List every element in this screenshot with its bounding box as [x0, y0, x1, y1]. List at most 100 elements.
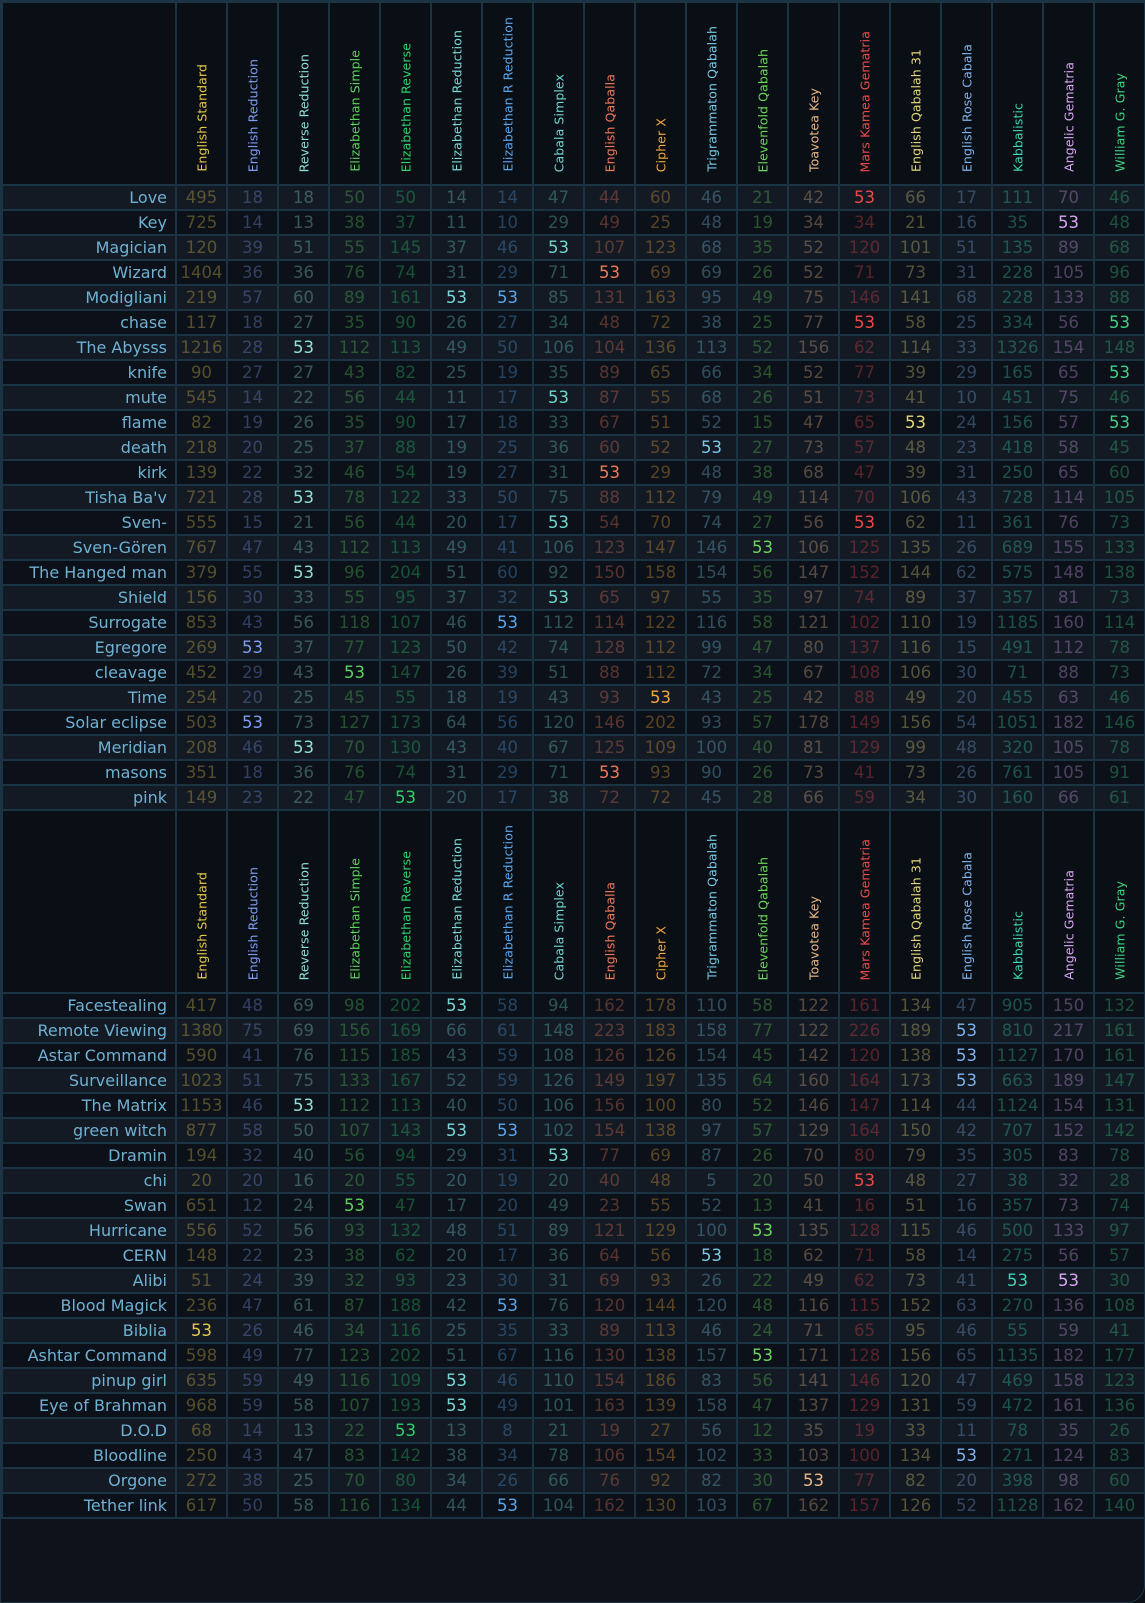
cipher-value: 65 — [1058, 363, 1079, 382]
table-row[interactable]: Dramin 194 32 40 56 94 29 31 53 77 69 87 26 70 80 79 35 3… — [1, 1142, 1144, 1169]
value-cell: 83 — [1093, 1442, 1144, 1469]
cipher-value: 70 — [344, 738, 365, 757]
column-header[interactable]: Kabbalistic — [991, 1, 1044, 186]
column-header[interactable]: English Rose Cabala — [940, 809, 993, 994]
column-header[interactable]: Elizabethan Simple — [328, 1, 381, 186]
column-header[interactable]: Elizabethan Reduction — [430, 1, 483, 186]
table-row[interactable]: Meridian 208 46 53 70 130 43 40 67 125 109 100 40 81 1… — [1, 734, 1144, 761]
column-header[interactable]: Reverse Reduction — [277, 1, 330, 186]
table-row[interactable]: Tisha Ba'v 721 28 53 78 122 33 50 75 88 112 79 49 114… — [1, 484, 1144, 511]
cipher-value: 120 — [695, 1296, 728, 1315]
column-header[interactable]: Angelic Gematria — [1042, 1, 1095, 186]
column-header[interactable]: William G. Gray — [1093, 809, 1144, 994]
table-row[interactable]: Hurricane 556 52 56 93 132 48 51 89 121 129 100 53 13… — [1, 1217, 1144, 1244]
cipher-value: 34 — [497, 1446, 518, 1465]
table-row[interactable]: Surrogate 853 43 56 118 107 46 53 112 114 122 116 58… — [1, 609, 1144, 636]
table-row[interactable]: The Abysss 1216 28 53 112 113 49 50 106 104 136 113… — [1, 334, 1144, 361]
table-row[interactable]: knife 90 27 27 43 82 25 19 35 89 65 66 34 52 77 39 29 165… — [1, 359, 1144, 386]
column-header[interactable]: Mars Kamea Gematria — [838, 809, 891, 994]
table-row[interactable]: D.O.D 68 14 13 22 53 13 8 21 19 27 56 12 35 19 33 11 78 35… — [1, 1417, 1144, 1444]
table-row[interactable]: The Hanged man 379 55 53 96 204 51 60 92 150 158 15… — [1, 559, 1144, 586]
cipher-value: 60 — [497, 563, 518, 582]
table-row[interactable]: Facestealing 417 48 69 98 202 53 58 94 162 178 110 5… — [1, 992, 1144, 1019]
table-row[interactable]: Solar eclipse 503 53 73 127 173 64 56 120 146 202 9… — [1, 709, 1144, 736]
value-cell: 38 — [328, 1242, 381, 1269]
table-row[interactable]: masons 351 18 36 76 74 31 29 71 53 93 90 26 73 41 73 26 7… — [1, 759, 1144, 786]
table-row[interactable]: Alibi 51 24 39 32 93 23 30 31 69 93 26 22 49 62 73 41 53 5… — [1, 1267, 1144, 1294]
table-row[interactable]: Surveillance 1023 51 75 133 167 52 59 126 149 197 1… — [1, 1067, 1144, 1094]
column-header[interactable]: Elizabethan Reverse — [379, 809, 432, 994]
table-row[interactable]: Time 254 20 25 45 55 18 19 43 93 53 43 25 42 88 49 20 455… — [1, 684, 1144, 711]
column-header[interactable]: Trigrammaton Qabalah — [685, 809, 738, 994]
table-row[interactable]: Biblia 53 26 46 34 116 25 35 33 89 113 46 24 71 65 95 46… — [1, 1317, 1144, 1344]
table-row[interactable]: Wizard 1404 36 36 76 74 31 29 71 53 69 69 26 52 71 73 31… — [1, 259, 1144, 286]
cipher-value: 49 — [599, 213, 620, 232]
table-row[interactable]: mute 545 14 22 56 44 11 17 53 87 55 68 26 51 73 41 10 451… — [1, 384, 1144, 411]
table-row[interactable]: Sven-Gören 767 47 43 112 113 49 41 106 123 147 146 5… — [1, 534, 1144, 561]
column-header[interactable]: English Qaballa — [583, 809, 636, 994]
table-row[interactable]: kirk 139 22 32 46 54 19 27 31 53 29 48 38 68 47 39 31 250… — [1, 459, 1144, 486]
table-row[interactable]: Swan 651 12 24 53 47 17 20 49 23 55 52 13 41 16 51 16 357… — [1, 1192, 1144, 1219]
column-header[interactable]: Reverse Reduction — [277, 809, 330, 994]
column-header[interactable]: English Qaballa — [583, 1, 636, 186]
column-header[interactable]: English Rose Cabala — [940, 1, 993, 186]
table-row[interactable]: CERN 148 22 23 38 62 20 17 36 64 56 53 18 62 71 58 14 275… — [1, 1242, 1144, 1269]
table-row[interactable]: chase 117 18 27 35 90 26 27 34 48 72 38 25 77 53 58 25 33… — [1, 309, 1144, 336]
column-header[interactable]: English Reduction — [226, 809, 279, 994]
column-header[interactable]: Elizabethan Reduction — [430, 809, 483, 994]
column-header[interactable]: English Standard — [175, 809, 228, 994]
table-row[interactable]: Blood Magick 236 47 61 87 188 42 53 76 120 144 120 4… — [1, 1292, 1144, 1319]
column-header[interactable]: English Standard — [175, 1, 228, 186]
table-row[interactable]: Orgone 272 38 25 70 80 34 26 66 76 92 82 30 53 77 82 20 3… — [1, 1467, 1144, 1494]
table-row[interactable]: Eye of Brahman 968 59 58 107 193 53 49 101 163 139… — [1, 1392, 1144, 1419]
column-header[interactable]: Elevenfold Qabalah — [736, 1, 789, 186]
column-header[interactable]: Toavotea Key — [787, 1, 840, 186]
table-row[interactable]: Astar Command 590 41 76 115 185 43 59 108 126 126 1… — [1, 1042, 1144, 1069]
table-row[interactable]: pinup girl 635 59 49 116 109 53 46 110 154 186 83 56… — [1, 1367, 1144, 1394]
table-row[interactable]: Egregore 269 53 37 77 123 50 42 74 128 112 99 47 80 13… — [1, 634, 1144, 661]
column-header[interactable]: William G. Gray — [1093, 1, 1144, 186]
table-row[interactable]: chi 20 20 16 20 55 20 19 20 40 48 5 20 50 53 48 27 38 32 28 — [1, 1167, 1144, 1194]
column-header[interactable]: Cipher X — [634, 809, 687, 994]
table-row[interactable]: flame 82 19 26 35 90 17 18 33 67 51 52 15 47 65 53 24 156… — [1, 409, 1144, 436]
value-cell: 41 — [940, 1267, 993, 1294]
value-cell: 500 — [991, 1217, 1044, 1244]
column-header[interactable]: Trigrammaton Qabalah — [685, 1, 738, 186]
table-row[interactable]: Bloodline 250 43 47 83 142 38 34 78 106 154 102 33 10… — [1, 1442, 1144, 1469]
table-row[interactable]: cleavage 452 29 43 53 147 26 39 51 88 112 72 34 67 108… — [1, 659, 1144, 686]
value-cell: 163 — [634, 284, 687, 311]
cipher-value: 117 — [185, 313, 218, 332]
table-row[interactable]: pink 149 23 22 47 53 20 17 38 72 72 45 28 66 59 34 30 160… — [1, 784, 1144, 811]
column-header[interactable]: English Qabalah 31 — [889, 1, 942, 186]
column-header[interactable]: English Qabalah 31 — [889, 809, 942, 994]
column-header[interactable]: Elizabethan Reverse — [379, 1, 432, 186]
column-header[interactable]: Toavotea Key — [787, 809, 840, 994]
column-header[interactable]: Elevenfold Qabalah — [736, 809, 789, 994]
column-header[interactable]: Elizabethan R Reduction — [481, 1, 534, 186]
value-cell: 53 — [277, 1092, 330, 1119]
table-row[interactable]: Modigliani 219 57 60 89 161 53 53 85 131 163 95 49 75… — [1, 284, 1144, 311]
value-cell: 76 — [532, 1292, 585, 1319]
table-row[interactable]: Key 725 14 13 38 37 11 10 29 49 25 48 19 34 34 21 16 35 53… — [1, 209, 1144, 236]
table-row[interactable]: Love 495 18 18 50 50 14 14 47 44 60 46 21 42 53 66 17 111… — [1, 184, 1144, 211]
table-row[interactable]: Sven- 555 15 21 56 44 20 17 53 54 70 74 27 56 53 62 11 36… — [1, 509, 1144, 536]
column-header[interactable]: English Reduction — [226, 1, 279, 186]
column-header[interactable]: Angelic Gematria — [1042, 809, 1095, 994]
table-row[interactable]: The Matrix 1153 46 53 112 113 40 50 106 156 100 80 5… — [1, 1092, 1144, 1119]
table-row[interactable]: Magician 120 39 51 55 145 37 46 53 107 123 68 35 52 12… — [1, 234, 1144, 261]
table-row[interactable]: Tether link 617 50 58 116 134 44 53 104 162 130 103… — [1, 1492, 1144, 1519]
value-cell: 77 — [277, 1342, 330, 1369]
column-header[interactable]: Cipher X — [634, 1, 687, 186]
column-header[interactable]: Mars Kamea Gematria — [838, 1, 891, 186]
column-header[interactable]: Kabbalistic — [991, 809, 1044, 994]
column-header[interactable]: Cabala Simplex — [532, 1, 585, 186]
table-row[interactable]: death 218 20 25 37 88 19 25 36 60 52 53 27 73 57 48 23 41… — [1, 434, 1144, 461]
match-value: 53 — [293, 1096, 314, 1115]
table-row[interactable]: Remote Viewing 1380 75 69 156 169 66 61 148 223 18… — [1, 1017, 1144, 1044]
table-row[interactable]: Shield 156 30 33 55 95 37 32 53 65 97 55 35 97 74 89 37 3… — [1, 584, 1144, 611]
column-header[interactable]: Elizabethan R Reduction — [481, 809, 534, 994]
table-row[interactable]: Ashtar Command 598 49 77 123 202 51 67 116 130 138… — [1, 1342, 1144, 1369]
table-row[interactable]: green witch 877 58 50 107 143 53 53 102 154 138 97 5… — [1, 1117, 1144, 1144]
column-header[interactable]: Elizabethan Simple — [328, 809, 381, 994]
column-header[interactable]: Cabala Simplex — [532, 809, 585, 994]
